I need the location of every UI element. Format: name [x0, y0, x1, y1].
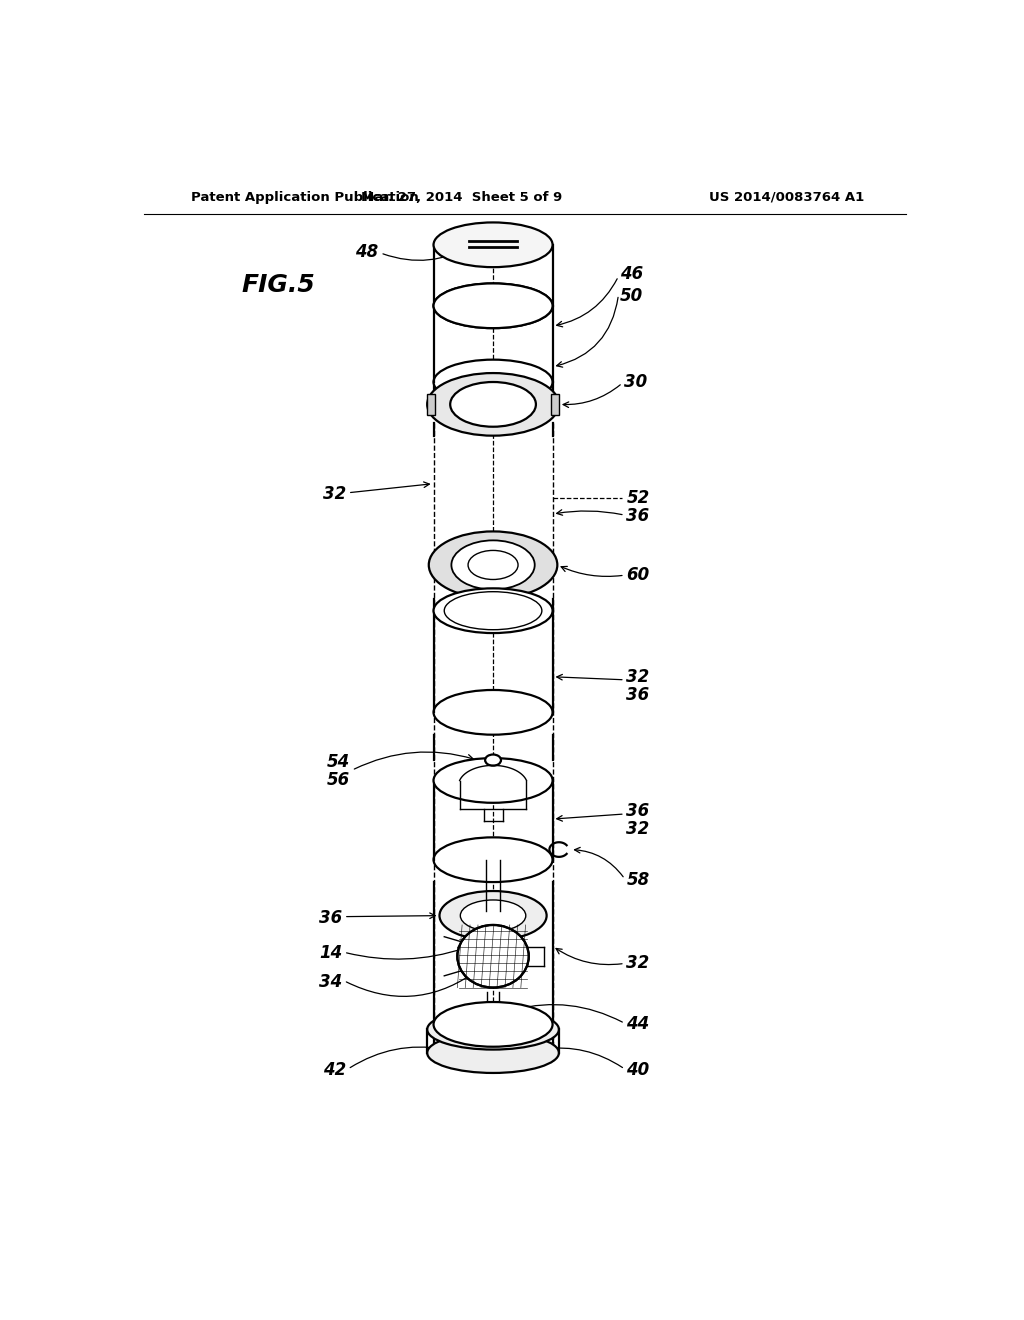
- Ellipse shape: [427, 1032, 559, 1073]
- Ellipse shape: [439, 891, 547, 940]
- Ellipse shape: [433, 284, 553, 329]
- Text: 44: 44: [627, 1015, 649, 1034]
- Text: 60: 60: [627, 566, 649, 585]
- Text: 52: 52: [627, 488, 649, 507]
- Ellipse shape: [429, 532, 557, 598]
- Text: 58: 58: [627, 871, 649, 890]
- Ellipse shape: [433, 758, 553, 803]
- Text: FIG.5: FIG.5: [242, 273, 315, 297]
- Text: 48: 48: [354, 243, 378, 261]
- Text: 36: 36: [627, 507, 649, 525]
- Ellipse shape: [433, 1002, 553, 1047]
- Ellipse shape: [433, 690, 553, 735]
- Text: 50: 50: [620, 286, 643, 305]
- Text: 30: 30: [624, 374, 647, 391]
- Ellipse shape: [458, 925, 528, 987]
- Text: Patent Application Publication: Patent Application Publication: [191, 190, 419, 203]
- Text: 40: 40: [627, 1061, 649, 1080]
- Text: 36: 36: [627, 803, 649, 820]
- Text: 54: 54: [327, 754, 350, 771]
- Text: 14: 14: [319, 944, 342, 962]
- Ellipse shape: [427, 374, 559, 436]
- Text: 46: 46: [620, 265, 643, 284]
- Bar: [427, 395, 435, 414]
- Text: Mar. 27, 2014  Sheet 5 of 9: Mar. 27, 2014 Sheet 5 of 9: [360, 190, 562, 203]
- Ellipse shape: [485, 755, 501, 766]
- Ellipse shape: [433, 223, 553, 267]
- Text: 36: 36: [627, 686, 649, 704]
- Text: 56: 56: [327, 771, 350, 789]
- Ellipse shape: [433, 589, 553, 634]
- Text: 32: 32: [627, 820, 649, 838]
- Ellipse shape: [433, 359, 553, 404]
- Text: 32: 32: [323, 484, 346, 503]
- Text: 34: 34: [319, 973, 342, 991]
- Ellipse shape: [433, 837, 553, 882]
- Ellipse shape: [439, 1014, 547, 1045]
- Ellipse shape: [444, 591, 542, 630]
- Bar: [551, 395, 559, 414]
- Text: US 2014/0083764 A1: US 2014/0083764 A1: [709, 190, 864, 203]
- Text: 36: 36: [319, 908, 342, 927]
- Ellipse shape: [461, 900, 525, 932]
- Ellipse shape: [452, 540, 535, 590]
- Ellipse shape: [433, 284, 553, 329]
- Ellipse shape: [451, 381, 536, 426]
- Text: 32: 32: [627, 668, 649, 686]
- Ellipse shape: [427, 1010, 559, 1049]
- Ellipse shape: [468, 550, 518, 579]
- Text: 32: 32: [627, 954, 649, 973]
- Text: 42: 42: [323, 1061, 346, 1080]
